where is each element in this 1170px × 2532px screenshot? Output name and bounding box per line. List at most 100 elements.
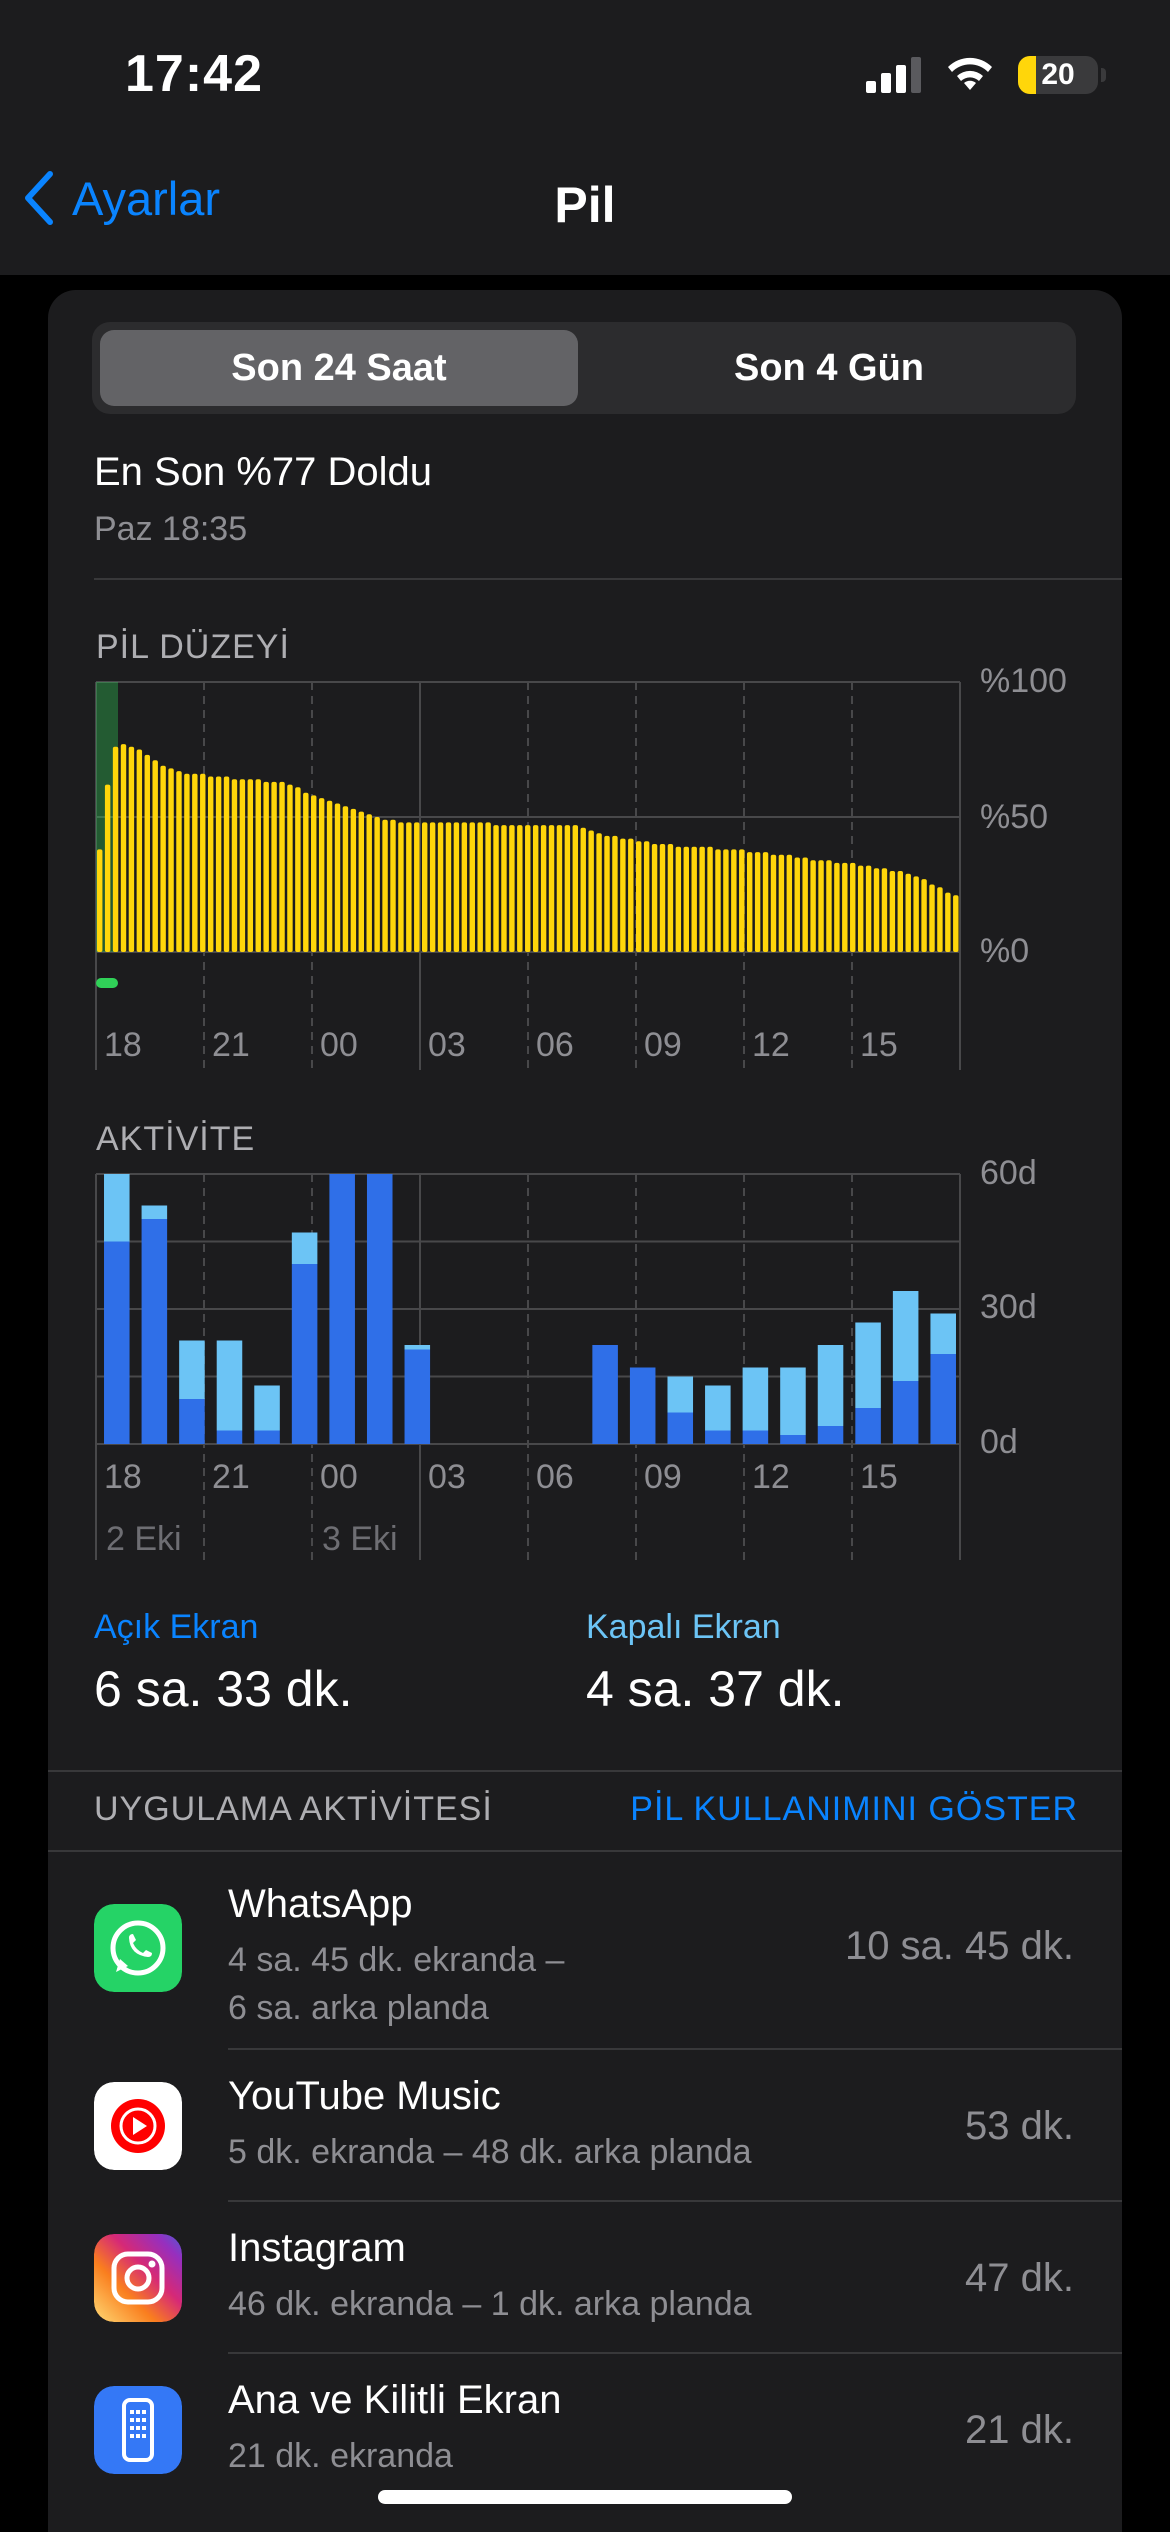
battery-level-bar xyxy=(715,849,721,952)
app-total-time: 53 dk. xyxy=(965,2104,1074,2148)
battery-level-bar xyxy=(453,822,460,952)
date-label-oct-3: 3 Eki xyxy=(322,1520,398,1558)
battery-level-bar xyxy=(445,822,452,952)
battery-level-bar xyxy=(168,768,174,952)
app-name: YouTube Music xyxy=(228,2074,501,2118)
whatsapp-icon xyxy=(94,1904,182,1992)
row-divider xyxy=(228,2048,1122,2050)
battery-level-bar xyxy=(564,825,571,952)
battery-level-bar xyxy=(97,849,103,952)
battery-level-bar xyxy=(144,754,150,952)
app-name: Instagram xyxy=(228,2226,406,2270)
battery-level-bar xyxy=(620,838,626,952)
page-title: Pil xyxy=(554,177,616,233)
top-bar: 17:42 20 Ayarlar Pil xyxy=(0,0,1170,275)
battery-hour-tick-label: 03 xyxy=(428,1026,466,1064)
activity-hour-tick-label: 09 xyxy=(644,1458,682,1496)
activity-screen-on-bar xyxy=(705,1430,731,1444)
youtube-music-icon xyxy=(94,2082,182,2170)
battery-level-bar xyxy=(207,776,214,952)
activity-screen-off-bar xyxy=(667,1376,694,1413)
battery-level-bar xyxy=(826,860,832,952)
battery-level-bar xyxy=(897,871,904,952)
battery-level-bar xyxy=(279,781,285,952)
battery-level-chart xyxy=(95,681,961,1070)
segment-last-4-days[interactable]: Son 4 Gün xyxy=(734,346,924,389)
battery-level-bar xyxy=(485,822,491,952)
status-icons: 20 xyxy=(866,56,1106,94)
battery-level-bar xyxy=(572,825,579,952)
chevron-left-icon xyxy=(25,171,53,225)
battery-level-bar xyxy=(200,773,206,952)
battery-level-bar xyxy=(667,844,674,952)
time-range-segmented-control: Son 24 Saat Son 4 Gün xyxy=(92,322,1076,414)
app-detail: 21 dk. ekranda xyxy=(228,2437,453,2475)
battery-level-bar xyxy=(604,835,610,952)
battery-level-bar xyxy=(953,895,959,952)
battery-level-bar xyxy=(176,771,182,952)
battery-level-bar xyxy=(295,787,301,952)
battery-hour-tick-label: 09 xyxy=(644,1026,682,1064)
home-indicator[interactable] xyxy=(378,2490,792,2504)
battery-level-bar xyxy=(675,846,682,952)
battery-level-bar xyxy=(160,765,166,952)
activity-y-label-0: 0d xyxy=(980,1423,1018,1461)
battery-level-bar xyxy=(192,773,198,952)
activity-screen-on-bar xyxy=(104,1241,130,1444)
activity-screen-on-bar xyxy=(404,1349,431,1444)
row-divider xyxy=(228,2352,1122,2354)
battery-level-bar xyxy=(184,773,190,952)
screen-off-value: 4 sa. 37 dk. xyxy=(586,1661,845,1717)
activity-hour-tick-label: 06 xyxy=(536,1458,574,1496)
app-row-whatsapp[interactable]: WhatsApp 4 sa. 45 dk. ekranda – 6 sa. ar… xyxy=(48,1850,1122,2050)
battery-level-bar xyxy=(881,868,888,952)
activity-hour-tick-label: 15 xyxy=(860,1458,898,1496)
activity-screen-on-bar xyxy=(855,1408,881,1444)
app-detail: 4 sa. 45 dk. ekranda – xyxy=(228,1941,565,1979)
battery-level-bar xyxy=(945,892,951,952)
segment-last-24-hours[interactable]: Son 24 Saat xyxy=(100,330,578,406)
battery-level-bar xyxy=(842,862,848,952)
battery-level-bar xyxy=(636,841,642,952)
activity-screen-on-bar xyxy=(817,1426,844,1444)
battery-level-label: PİL DÜZEYİ xyxy=(96,628,290,666)
battery-level-bar xyxy=(255,779,261,952)
battery-level-bar xyxy=(215,776,222,952)
battery-level-bar xyxy=(271,781,277,952)
activity-screen-on-bar xyxy=(592,1345,618,1444)
app-row-youtube-music[interactable]: YouTube Music 5 dk. ekranda – 48 dk. ark… xyxy=(48,2050,1122,2202)
app-total-time: 47 dk. xyxy=(965,2256,1074,2300)
battery-level-bar xyxy=(707,846,713,952)
wifi-icon xyxy=(948,57,992,90)
battery-level-bar xyxy=(556,825,563,952)
battery-level-bar xyxy=(334,803,341,952)
battery-level-bar xyxy=(865,865,872,952)
activity-screen-off-bar xyxy=(216,1340,243,1431)
activity-screen-off-bar xyxy=(179,1340,205,1399)
activity-screen-off-bar xyxy=(705,1385,731,1431)
activity-hour-tick-label: 12 xyxy=(752,1458,790,1496)
show-battery-usage-button[interactable]: PİL KULLANIMINI GÖSTER xyxy=(630,1790,1078,1828)
battery-level-bar xyxy=(762,852,769,952)
activity-label: AKTİVİTE xyxy=(96,1120,256,1158)
battery-level-bar xyxy=(802,857,808,952)
battery-level-bar xyxy=(223,776,230,952)
battery-level-bar xyxy=(358,811,365,952)
battery-level-bar xyxy=(532,825,539,952)
divider xyxy=(48,1850,1122,1852)
activity-screen-on-bar xyxy=(780,1435,806,1444)
battery-hour-tick-label: 12 xyxy=(752,1026,790,1064)
battery-level-bar xyxy=(382,819,388,952)
battery-level-bar xyxy=(326,800,333,952)
battery-level-bar xyxy=(651,844,658,952)
app-name: WhatsApp xyxy=(228,1882,413,1926)
app-detail: 46 dk. ekranda – 1 dk. arka planda xyxy=(228,2285,752,2323)
back-button[interactable]: Ayarlar xyxy=(24,170,220,226)
battery-icon: 20 xyxy=(1018,56,1106,94)
battery-level-bar xyxy=(311,795,317,952)
app-row-instagram[interactable]: Instagram 46 dk. ekranda – 1 dk. arka pl… xyxy=(48,2202,1122,2354)
app-row-home-lock-screen[interactable]: Ana ve Kilitli Ekran 21 dk. ekranda 21 d… xyxy=(48,2354,1122,2506)
screen-on-value: 6 sa. 33 dk. xyxy=(94,1661,353,1717)
battery-level-bar xyxy=(318,798,325,952)
battery-level-bar xyxy=(683,846,689,952)
